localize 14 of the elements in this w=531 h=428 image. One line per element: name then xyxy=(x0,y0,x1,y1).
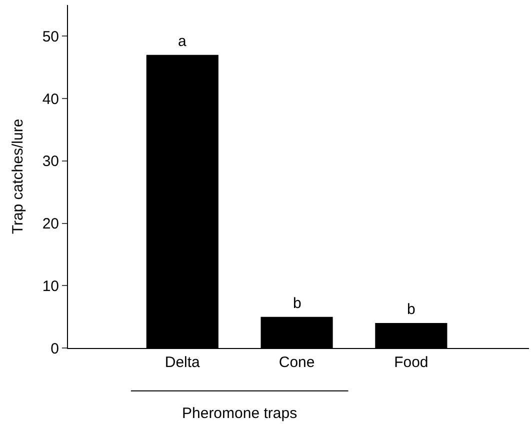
annotation: b xyxy=(407,301,416,318)
y-tick-label: 30 xyxy=(42,153,59,170)
annotation: b xyxy=(293,295,302,312)
x-axis-title: Pheromone traps xyxy=(182,405,298,422)
x-tick-label: Cone xyxy=(278,354,315,371)
x-tick-label: Food xyxy=(394,354,428,371)
y-tick-label: 20 xyxy=(42,216,59,233)
annotation: a xyxy=(178,33,187,50)
y-tick-label: 50 xyxy=(42,28,59,46)
y-axis-title: Trap catches/lure xyxy=(10,118,27,234)
y-tick-label: 40 xyxy=(42,90,59,108)
x-tick-label: Delta xyxy=(164,354,201,371)
y-tick-label: 10 xyxy=(42,278,59,295)
y-tick-label: 0 xyxy=(50,340,59,358)
